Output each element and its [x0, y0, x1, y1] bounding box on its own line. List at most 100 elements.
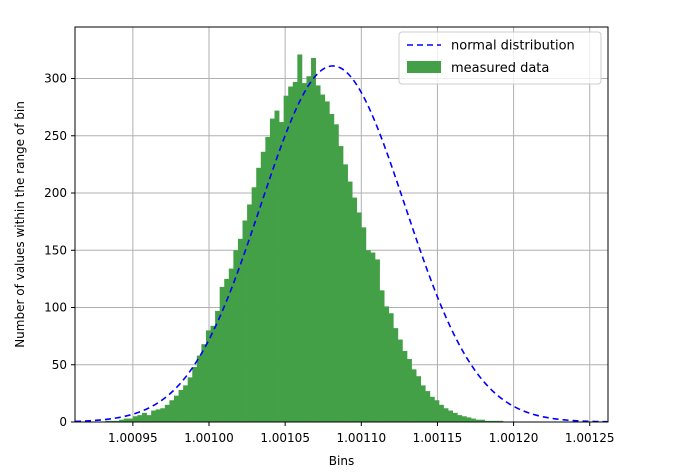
histogram-bar [192, 367, 198, 422]
histogram-bar [301, 83, 307, 423]
histogram-bar [320, 94, 326, 423]
legend-label-normal-distribution: normal distribution [451, 39, 575, 54]
y-axis-label: Number of values within the range of bin [13, 101, 27, 348]
histogram-bar [388, 313, 394, 422]
y-axis-ticks: 0 50 100 150 200 250 300 [44, 72, 75, 429]
histogram-bar [347, 181, 353, 422]
histogram-bar [306, 76, 312, 423]
x-tick-label: 1.00095 [108, 431, 158, 445]
histogram-bar [132, 416, 138, 422]
histogram-bar [237, 238, 243, 422]
histogram-bar [128, 418, 134, 422]
histogram-bar [169, 400, 175, 422]
x-tick-label: 1.00110 [336, 431, 386, 445]
histogram-bar [256, 167, 262, 422]
plot-frame [74, 26, 609, 423]
histogram-bar [205, 330, 211, 422]
histogram-bar [493, 420, 499, 422]
histogram-bar [365, 250, 371, 422]
histogram-bar [397, 339, 403, 422]
histogram-bar [247, 204, 253, 422]
histogram-bar [311, 57, 316, 422]
y-tick-label: 0 [59, 415, 67, 429]
histogram-bar [164, 404, 170, 422]
x-tick-label: 1.00105 [260, 431, 310, 445]
y-tick-label: 100 [44, 301, 67, 315]
histogram-bar [498, 420, 504, 422]
y-tick-label: 150 [44, 243, 67, 257]
histogram-bar [228, 268, 234, 422]
histogram-bar [274, 110, 280, 422]
histogram-bar [420, 385, 426, 422]
y-tick-label: 250 [44, 129, 67, 143]
histogram-bar [461, 416, 467, 422]
histogram-bar [283, 95, 289, 423]
histogram-bar [288, 86, 294, 423]
histogram-bar [416, 376, 422, 422]
histogram-bar [201, 344, 207, 422]
normal-distribution-curve [74, 65, 609, 423]
x-tick-label: 1.00100 [184, 431, 234, 445]
histogram-bar [475, 419, 481, 422]
y-tick-label: 300 [44, 72, 67, 86]
histogram-bar [151, 410, 157, 422]
histogram-bar [224, 278, 230, 422]
histogram-bar [219, 286, 225, 422]
histogram-bar [297, 54, 303, 422]
legend-box [398, 31, 602, 85]
histogram-bar [110, 420, 115, 422]
histogram-bar [265, 136, 271, 423]
histogram-bar [324, 101, 330, 422]
histogram-bar [173, 395, 179, 422]
x-axis-label: Bins [329, 454, 354, 468]
histogram-bar [160, 408, 166, 422]
x-tick-label: 1.00115 [413, 431, 463, 445]
histogram-bar [452, 412, 458, 422]
histogram-bar [379, 290, 385, 422]
histogram-bar [425, 391, 431, 422]
histogram-bar [105, 420, 111, 422]
histogram-bars [105, 54, 504, 423]
histogram-bar [183, 385, 189, 422]
histogram-bar [361, 227, 367, 422]
histogram-bar [480, 419, 485, 422]
y-tick-label: 200 [44, 186, 67, 200]
histogram-bar [233, 250, 239, 422]
histogram-bar [114, 420, 120, 422]
histogram-bar [292, 81, 298, 423]
histogram-bar [448, 410, 454, 422]
histogram-bar [187, 377, 193, 422]
histogram-bar [393, 328, 399, 422]
histogram-bar [489, 420, 495, 422]
histogram-bar [434, 400, 440, 422]
histogram-bar [242, 220, 248, 422]
histogram-bar [251, 187, 257, 422]
histogram-bar [457, 415, 463, 422]
histogram-bar [155, 409, 161, 422]
histogram-bar [142, 412, 147, 422]
legend-label-measured-data: measured data [451, 61, 549, 76]
histogram-bar [484, 420, 490, 422]
histogram-bar [384, 306, 390, 422]
histogram-bar [196, 355, 202, 422]
histogram-bar [429, 396, 435, 422]
histogram-bar [137, 415, 143, 422]
histogram-bar [333, 124, 339, 422]
histogram-bar [123, 418, 129, 422]
x-tick-label: 1.00125 [565, 431, 615, 445]
histogram-bar [338, 146, 344, 423]
histogram-bar [470, 418, 476, 422]
histogram-bar [146, 415, 152, 422]
histogram-bar [466, 417, 472, 422]
histogram-bar [356, 212, 362, 422]
histogram-bar [210, 325, 216, 422]
histogram-bar [269, 118, 275, 422]
histogram-bar [375, 259, 380, 422]
legend: normal distribution measured data [398, 31, 602, 85]
histogram-bar [438, 404, 444, 422]
histogram-bar [215, 310, 221, 422]
histogram-bar [406, 359, 412, 422]
histogram-bar [411, 369, 417, 422]
